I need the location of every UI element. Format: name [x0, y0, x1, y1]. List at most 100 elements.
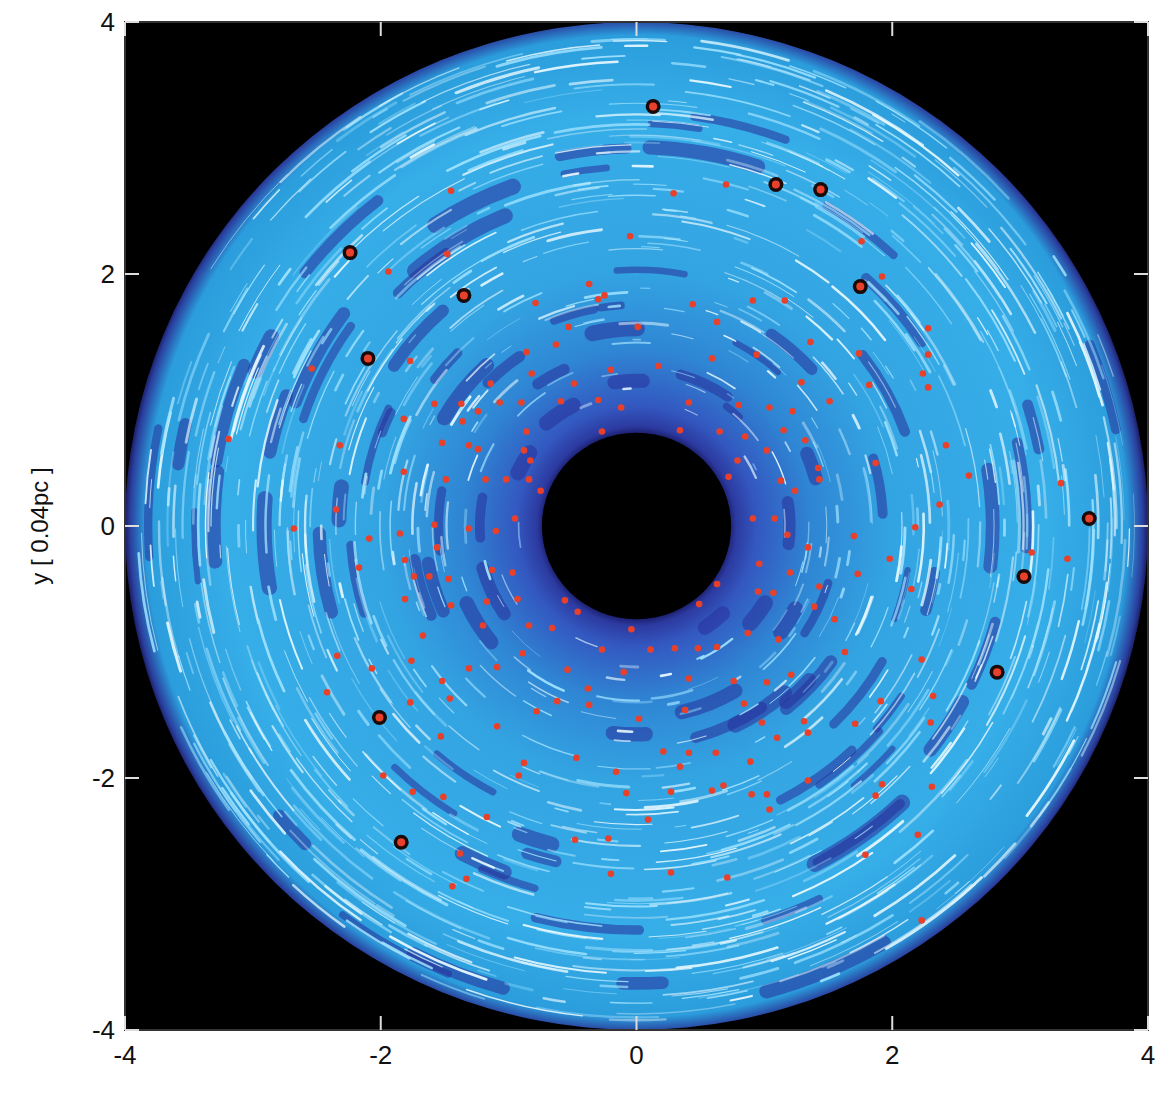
gas-streak [346, 368, 365, 404]
gas-streak [422, 975, 485, 999]
star [618, 404, 625, 411]
star [337, 442, 344, 449]
gas-streak [379, 104, 415, 124]
massive-star [853, 279, 868, 294]
star [918, 656, 925, 663]
gas-streak [663, 888, 694, 891]
y-tick [125, 21, 139, 23]
gas-streak [1110, 459, 1115, 535]
gas-streak [1031, 803, 1048, 827]
gas-streak [846, 623, 855, 640]
gas-streak [346, 358, 376, 415]
gas-streak [1082, 661, 1120, 756]
gas-streak [861, 328, 871, 339]
gas-streak [988, 331, 999, 351]
gas-streak [739, 309, 762, 321]
gas-streak [728, 394, 734, 398]
gas-streak [459, 183, 475, 191]
gas-streak [948, 553, 959, 612]
gas-streak [406, 901, 460, 929]
gas-streak [305, 720, 349, 779]
massive-star [394, 835, 409, 850]
gas-streak [748, 830, 758, 834]
gas-streak [427, 233, 496, 276]
gas-streak [574, 180, 640, 186]
gas-streak [326, 886, 362, 913]
gas-streak [371, 118, 448, 162]
gas-streak [374, 827, 410, 854]
gas-streak [946, 883, 958, 894]
gas-streak [1096, 583, 1107, 641]
gas-streak [1005, 769, 1070, 858]
gas-streak [627, 812, 679, 815]
star [655, 363, 662, 370]
gas-streak [576, 638, 597, 647]
dark-band [873, 458, 882, 514]
gas-streak [913, 549, 919, 588]
gas-streak [726, 820, 772, 837]
gas-streak [727, 225, 799, 256]
gas-streak [837, 339, 854, 358]
gas-streak [764, 634, 796, 669]
gas-streak [1063, 466, 1065, 480]
gas-streak [291, 384, 302, 411]
gas-streak [219, 545, 221, 558]
star [572, 836, 579, 843]
star [503, 476, 510, 483]
gas-streak [234, 355, 261, 431]
gas-streak [875, 301, 915, 350]
star [826, 398, 833, 405]
gas-streak [898, 296, 920, 323]
dark-band [866, 278, 922, 342]
gas-streak [816, 207, 885, 256]
star [484, 814, 491, 821]
star [645, 816, 652, 823]
dark-band [488, 356, 520, 382]
star [788, 671, 795, 678]
gas-streak [1128, 529, 1130, 567]
gas-streak [551, 825, 586, 833]
star [385, 268, 392, 275]
star-core [460, 291, 468, 299]
gas-streak [845, 190, 868, 205]
gas-streak [739, 145, 773, 156]
gas-streak [797, 600, 809, 623]
star [475, 408, 482, 415]
gas-streak [1038, 272, 1063, 316]
gas-streak [237, 368, 259, 434]
star [475, 446, 482, 453]
gas-streak [609, 195, 656, 196]
gas-streak [1003, 316, 1030, 369]
gas-streak [804, 675, 820, 692]
axes-frame [125, 22, 1148, 1030]
star-core [649, 102, 657, 110]
gas-streak [406, 357, 417, 371]
gas-streak [438, 892, 508, 921]
gas-streak [228, 548, 240, 624]
gas-streak [366, 755, 426, 810]
star [918, 917, 925, 924]
gas-streak [729, 278, 739, 282]
gas-streak [989, 657, 1015, 715]
dark-band [682, 691, 735, 712]
gas-streak [833, 304, 849, 319]
gas-streak [1079, 342, 1099, 397]
gas-streak [474, 770, 507, 789]
star [494, 723, 501, 730]
star [466, 665, 473, 672]
star [807, 339, 814, 346]
gas-streak [931, 728, 964, 773]
gas-streak [664, 210, 676, 211]
gas-streak [938, 584, 940, 593]
gas-streak [774, 610, 787, 630]
star [802, 437, 809, 444]
gas-streak [788, 766, 853, 810]
star [670, 190, 677, 197]
gas-streak [234, 265, 265, 314]
gas-streak [672, 63, 705, 67]
gas-streak [451, 305, 484, 331]
x-tick-label: -4 [113, 1040, 136, 1070]
gas-streak [1096, 436, 1104, 498]
gas-streak [432, 666, 466, 705]
star [716, 428, 723, 435]
